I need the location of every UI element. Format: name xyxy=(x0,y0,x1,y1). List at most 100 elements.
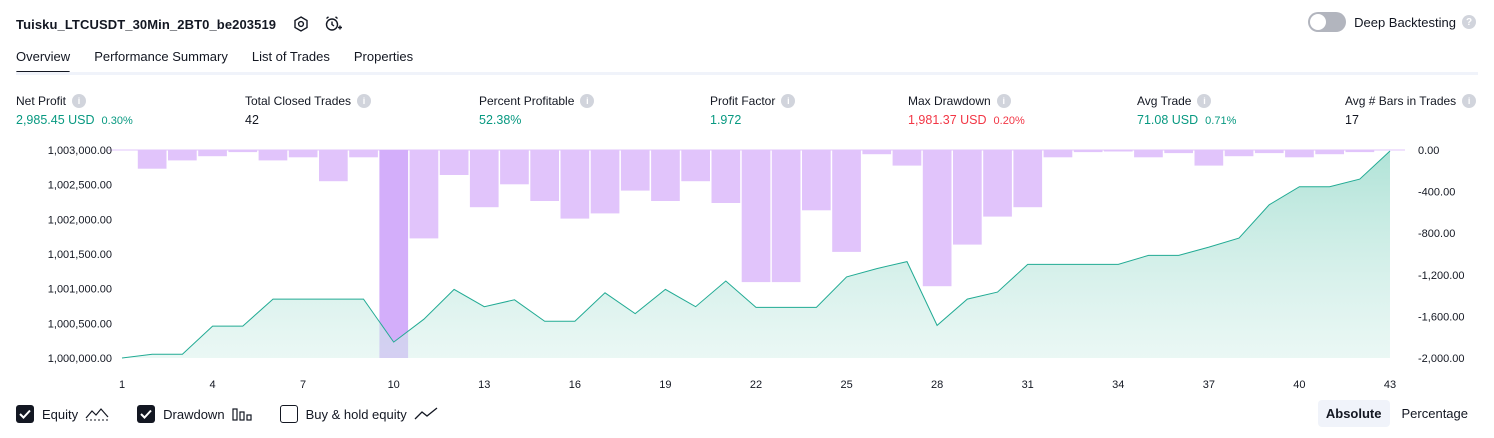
deep-backtesting-toggle[interactable] xyxy=(1308,12,1347,32)
drawdown-bar xyxy=(1013,150,1043,208)
stat-percent-profitable: Percent Profitable i 52.38% xyxy=(479,93,595,127)
drawdown-bar xyxy=(137,150,167,169)
left-axis-labels: 1,003,000.00 1,002,500.00 1,002,000.00 1,00… xyxy=(48,145,112,365)
strategy-header: Tuisku_LTCUSDT_30Min_2BT0_be203519 xyxy=(16,10,354,38)
drawdown-bar xyxy=(892,150,922,166)
x-axis-labels: 1 4 7 10 13 16 19 22 25 28 31 34 37 40 43 xyxy=(119,379,1396,391)
y-right-tick-label: -800.00 xyxy=(1418,228,1455,240)
y-left-tick-label: 1,002,000.00 xyxy=(48,214,112,226)
y-left-tick-label: 1,001,500.00 xyxy=(48,249,112,261)
stat-label: Avg # Bars in Trades xyxy=(1345,94,1457,108)
stat-pct: 0.71% xyxy=(1205,115,1237,127)
drawdown-checkbox[interactable] xyxy=(137,405,156,423)
toggle-knob xyxy=(1310,14,1327,30)
stat-value: 1.972 xyxy=(710,113,742,127)
gear-icon[interactable] xyxy=(290,13,312,35)
stat-label: Percent Profitable xyxy=(479,94,575,108)
equity-series xyxy=(121,150,1391,359)
trend-line-icon xyxy=(414,407,438,421)
help-icon[interactable]: ? xyxy=(1462,15,1476,29)
info-icon[interactable]: i xyxy=(996,94,1011,108)
drawdown-bar xyxy=(711,150,741,203)
stat-pct: 0.30% xyxy=(101,115,133,127)
drawdown-bars xyxy=(108,149,1405,358)
alarm-plus-icon[interactable] xyxy=(322,13,344,35)
mode-percentage-button[interactable]: Percentage xyxy=(1401,406,1469,421)
info-icon[interactable]: i xyxy=(580,94,595,108)
mode-absolute-button[interactable]: Absolute xyxy=(1317,400,1390,427)
drawdown-bar xyxy=(228,150,258,153)
y-right-tick-label: -1,200.00 xyxy=(1418,270,1464,282)
x-tick-label: 25 xyxy=(840,379,852,391)
deep-backtesting-label: Deep Backtesting xyxy=(1354,14,1456,30)
equity-line-icon xyxy=(85,407,109,421)
info-icon[interactable]: i xyxy=(781,94,796,108)
tab-performance-summary[interactable]: Performance Summary xyxy=(94,49,228,64)
y-right-tick-label: 0.00 xyxy=(1418,145,1439,157)
x-tick-label: 37 xyxy=(1203,379,1215,391)
x-tick-label: 31 xyxy=(1022,379,1034,391)
y-left-tick-label: 1,000,000.00 xyxy=(48,353,112,365)
drawdown-bar xyxy=(1103,150,1133,152)
tabs-divider xyxy=(16,72,1478,75)
drawdown-bar xyxy=(1134,150,1163,158)
x-tick-label: 34 xyxy=(1112,379,1124,391)
stat-value: 42 xyxy=(245,113,259,127)
drawdown-bar xyxy=(439,150,469,175)
y-right-tick-label: -2,000.00 xyxy=(1418,353,1464,365)
drawdown-bar xyxy=(1043,150,1073,158)
tab-list-of-trades[interactable]: List of Trades xyxy=(251,49,330,64)
x-tick-label: 40 xyxy=(1293,379,1305,391)
drawdown-bar xyxy=(862,150,892,155)
drawdown-bar xyxy=(560,150,590,219)
drawdown-bar xyxy=(469,150,499,208)
y-right-tick-label: -400.00 xyxy=(1418,187,1455,199)
legend-buy-hold[interactable]: Buy & hold equity xyxy=(279,405,438,423)
legend-equity[interactable]: Equity xyxy=(16,405,109,423)
drawdown-bar xyxy=(741,150,771,283)
info-icon[interactable]: i xyxy=(1197,94,1212,108)
stat-value: 71.08 USD xyxy=(1137,113,1199,127)
y-right-tick-label: -1,600.00 xyxy=(1418,311,1464,323)
drawdown-bar xyxy=(620,150,650,191)
stat-label: Profit Factor xyxy=(710,94,776,108)
x-tick-label: 1 xyxy=(119,379,125,391)
stat-label: Net Profit xyxy=(16,94,67,108)
legend-drawdown[interactable]: Drawdown xyxy=(137,405,252,423)
stat-net-profit: Net Profit i 2,985.45 USD 0.30% xyxy=(16,93,133,127)
stat-value: 17 xyxy=(1345,113,1359,127)
bar-chart-icon xyxy=(231,407,252,421)
y-left-tick-label: 1,002,500.00 xyxy=(48,180,112,192)
equity-line xyxy=(121,150,1391,359)
equity-checkbox[interactable] xyxy=(16,405,34,423)
drawdown-bar xyxy=(802,150,831,211)
x-tick-label: 7 xyxy=(300,379,306,391)
tab-overview[interactable]: Overview xyxy=(16,44,71,74)
chart-legend: Equity Drawdown Buy & hold equity xyxy=(16,403,466,425)
drawdown-bar xyxy=(288,150,318,158)
stat-value: 52.38% xyxy=(479,113,522,127)
info-icon[interactable]: i xyxy=(1462,94,1477,108)
info-icon[interactable]: i xyxy=(72,94,87,108)
info-icon[interactable]: i xyxy=(357,94,372,108)
drawdown-bar xyxy=(771,150,801,283)
stat-pct: 0.20% xyxy=(993,115,1025,127)
drawdown-bar xyxy=(953,150,982,245)
value-mode-switch: Absolute Percentage xyxy=(1314,400,1476,427)
drawdown-bar xyxy=(1254,150,1284,154)
x-tick-label: 10 xyxy=(388,379,400,391)
tab-bar: Overview Performance Summary List of Tra… xyxy=(16,44,437,74)
drawdown-bar xyxy=(1073,150,1103,153)
y-left-tick-label: 1,003,000.00 xyxy=(48,145,112,157)
drawdown-bar xyxy=(500,150,529,185)
check-icon xyxy=(140,409,152,419)
tab-properties[interactable]: Properties xyxy=(353,49,414,64)
drawdown-bar xyxy=(258,150,288,161)
drawdown-bar xyxy=(651,150,680,201)
stats-row: Net Profit i 2,985.45 USD 0.30% Total Clos… xyxy=(0,93,1494,133)
drawdown-bar xyxy=(379,150,409,358)
equity-drawdown-chart[interactable]: 1,003,000.00 1,002,500.00 1,002,000.00 1,00… xyxy=(0,138,1494,398)
drawdown-bar xyxy=(319,150,348,182)
drawdown-bar xyxy=(198,150,227,157)
buyhold-checkbox[interactable] xyxy=(279,405,298,423)
